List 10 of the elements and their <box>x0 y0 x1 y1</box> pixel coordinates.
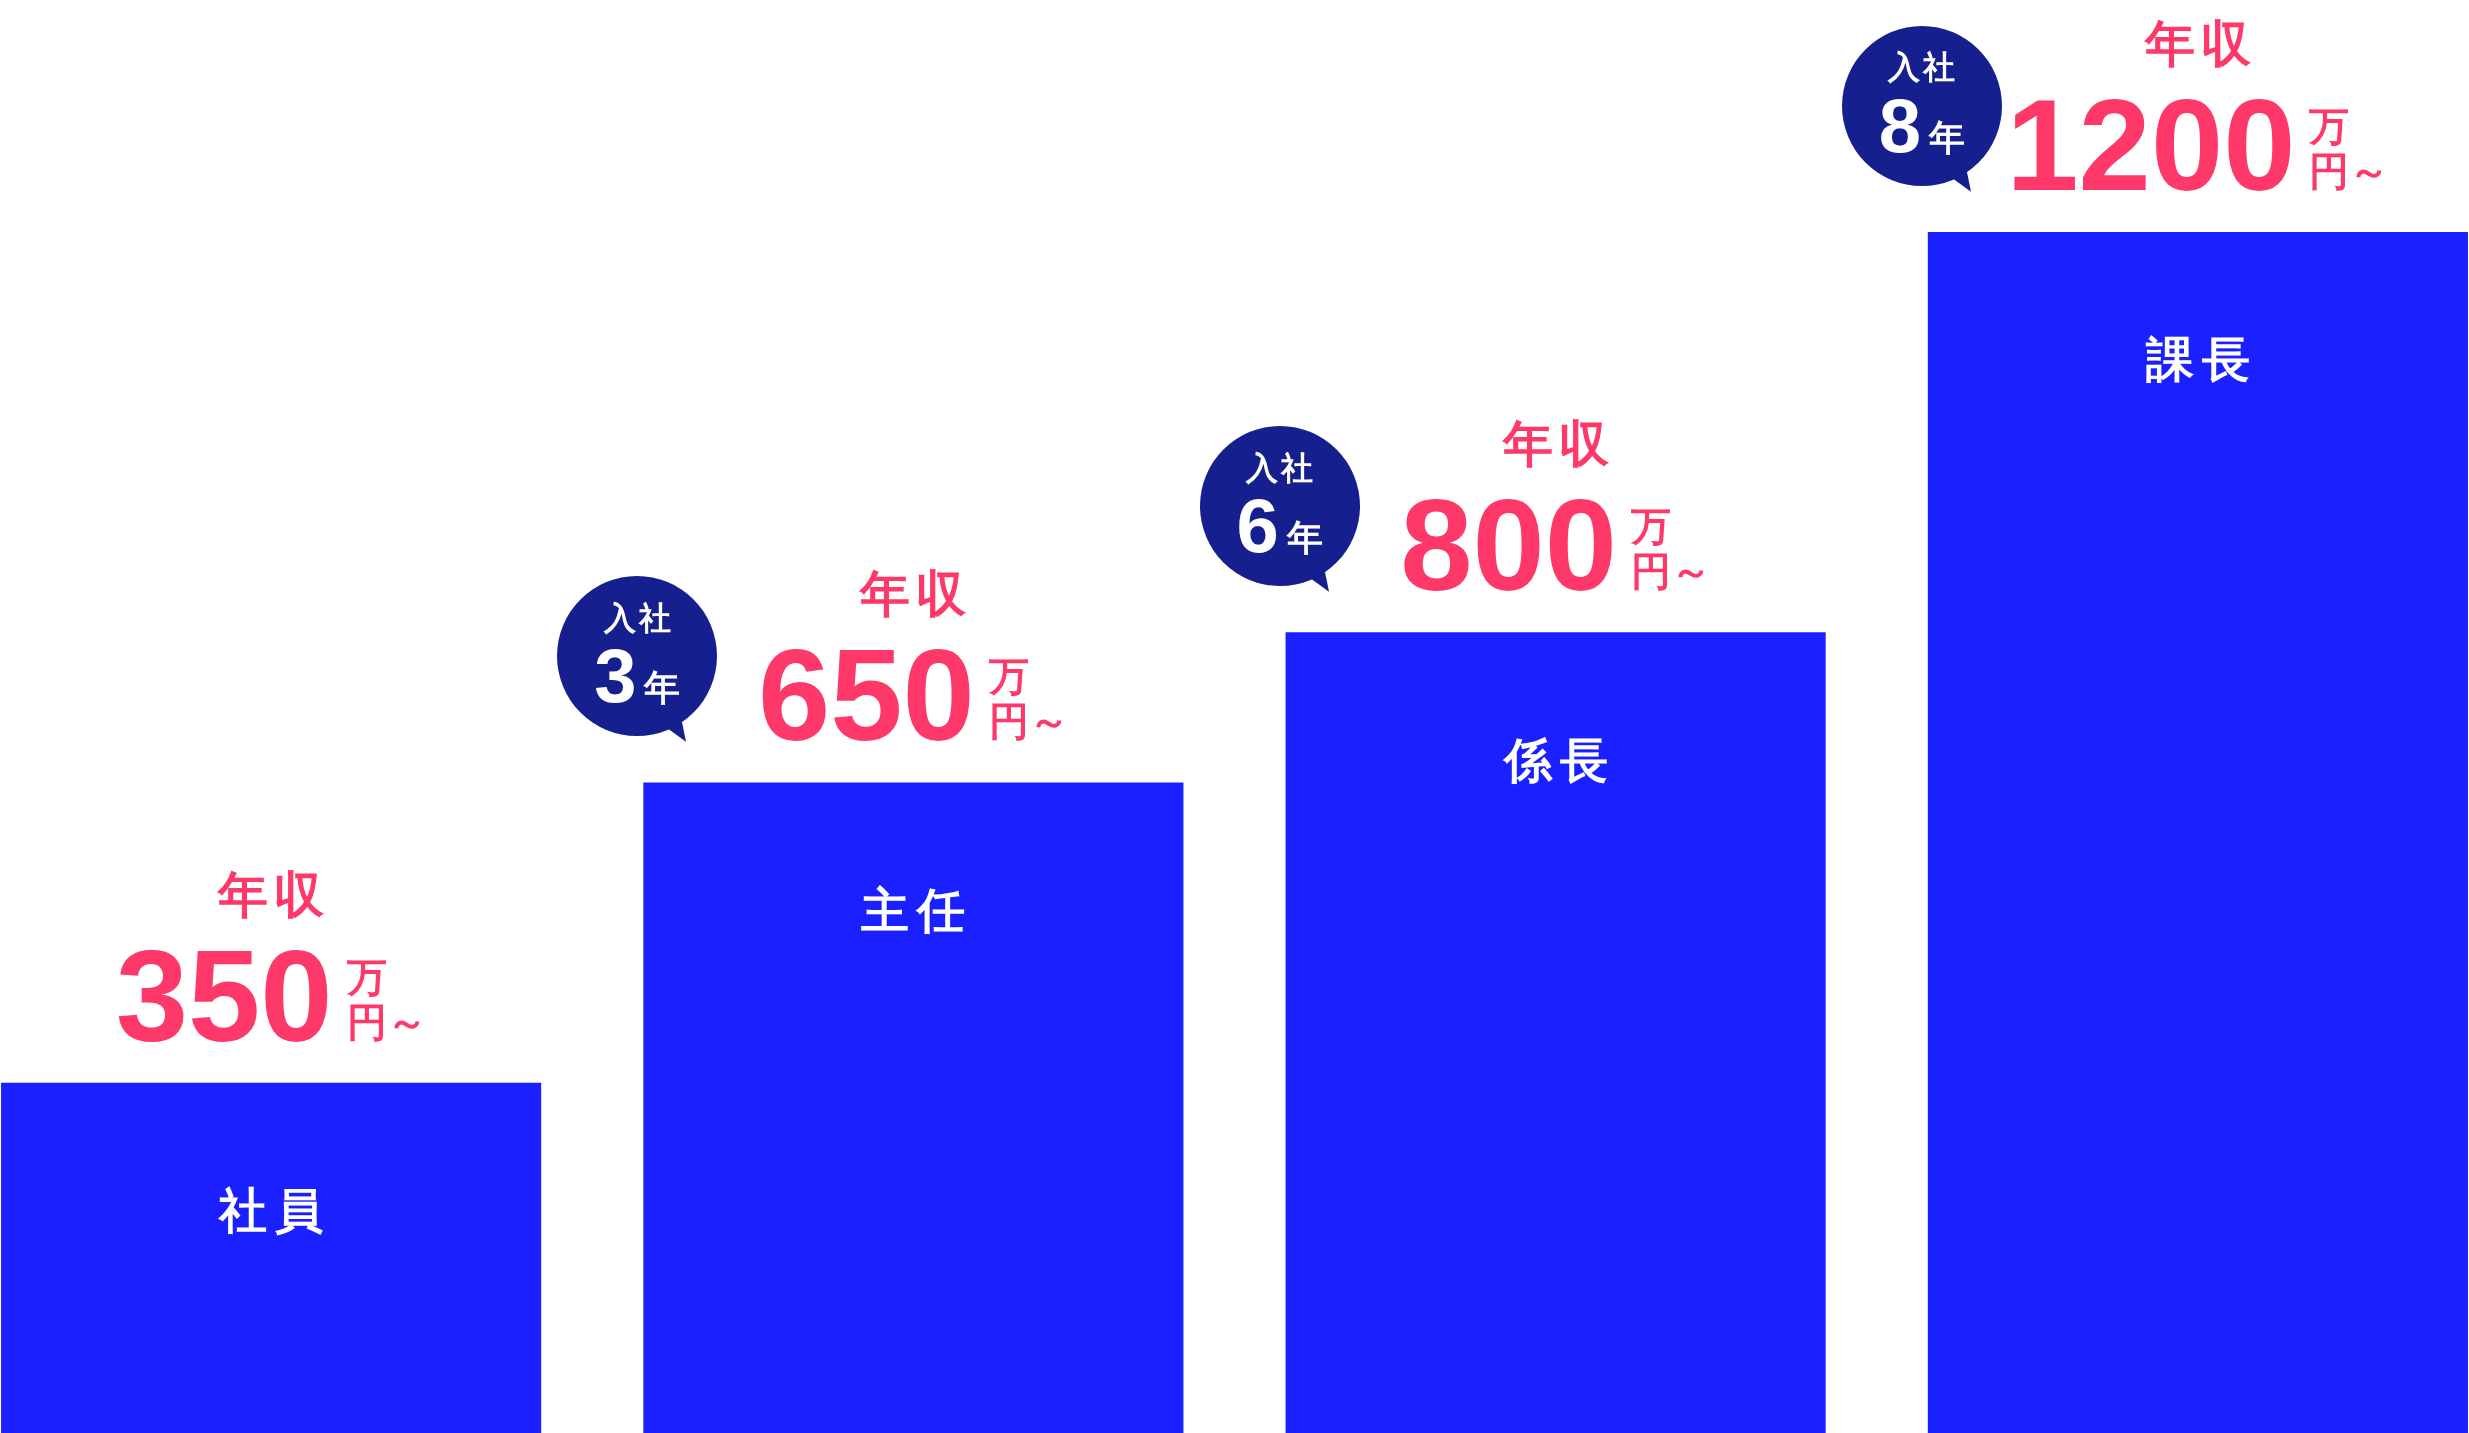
x-tick-label: 社員 <box>217 1182 332 1239</box>
x-tick-label: 課長 <box>2144 331 2258 388</box>
bar <box>1285 632 1826 1433</box>
x-tick-label: 係長 <box>1501 731 1616 788</box>
x-tick-label: 主任 <box>860 881 974 938</box>
bar <box>643 782 1184 1433</box>
annotation: 入社3年 <box>594 598 681 719</box>
text: 入社8年 <box>1878 48 1965 168</box>
bar <box>1 1082 542 1433</box>
bar <box>1927 232 2468 1433</box>
